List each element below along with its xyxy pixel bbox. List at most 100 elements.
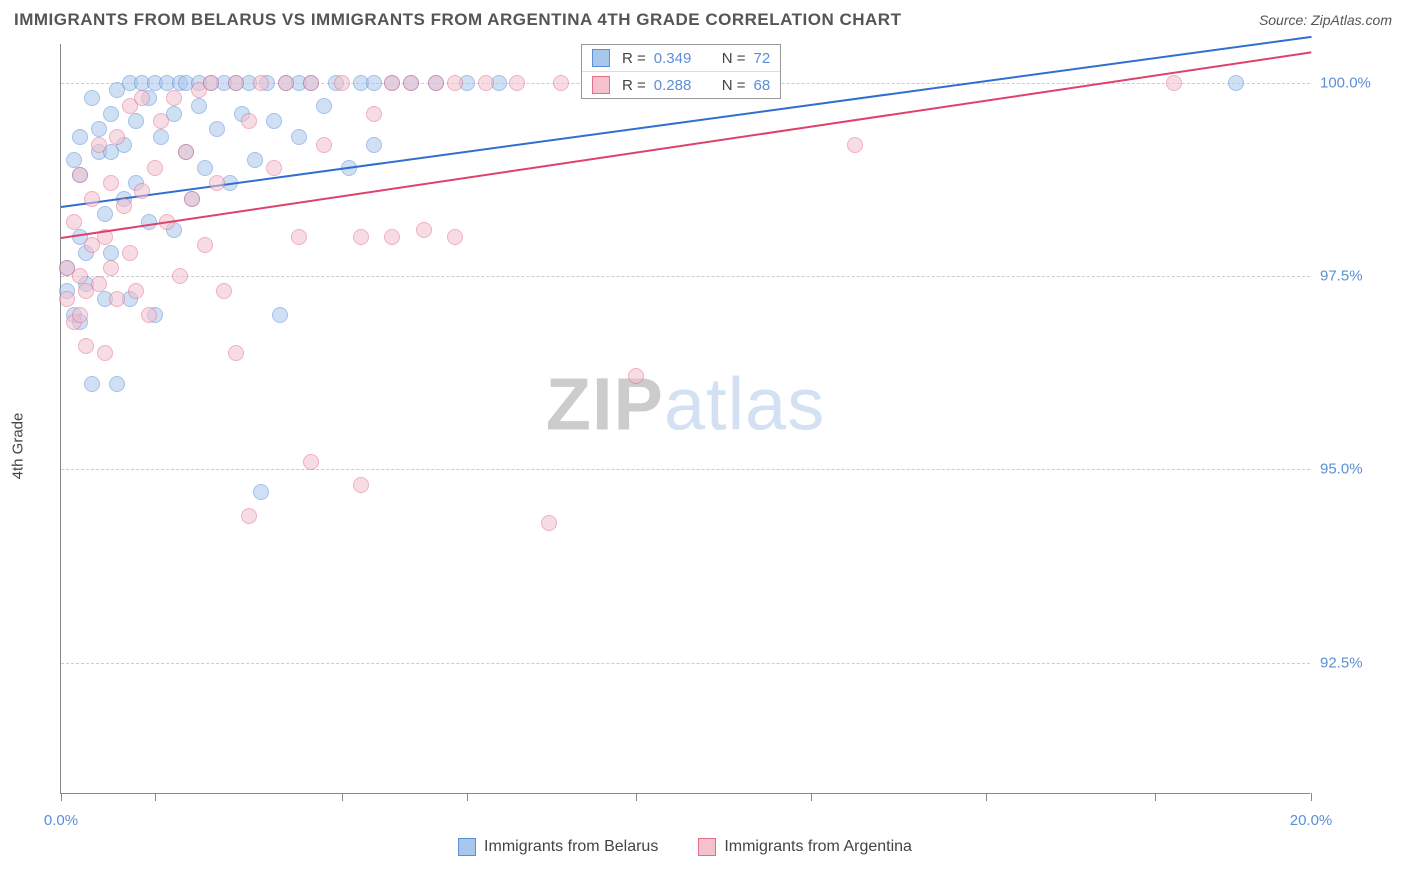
data-point	[197, 237, 213, 253]
data-point	[97, 345, 113, 361]
chart-title: IMMIGRANTS FROM BELARUS VS IMMIGRANTS FR…	[14, 10, 901, 30]
data-point	[334, 75, 350, 91]
data-point	[209, 121, 225, 137]
data-point	[153, 113, 169, 129]
data-point	[403, 75, 419, 91]
data-point	[66, 214, 82, 230]
data-point	[209, 175, 225, 191]
data-point	[291, 129, 307, 145]
data-point	[197, 160, 213, 176]
r-value: 0.288	[654, 77, 704, 94]
source-label: Source:	[1259, 12, 1307, 28]
x-tick	[811, 793, 812, 801]
data-point	[447, 75, 463, 91]
x-tick	[1155, 793, 1156, 801]
data-point	[103, 175, 119, 191]
data-point	[103, 245, 119, 261]
data-point	[103, 260, 119, 276]
y-tick-label: 92.5%	[1320, 654, 1400, 671]
data-point	[303, 454, 319, 470]
data-point	[141, 214, 157, 230]
legend-row: R =0.288N =68	[582, 72, 780, 98]
data-point	[134, 183, 150, 199]
data-point	[66, 152, 82, 168]
data-point	[84, 376, 100, 392]
data-point	[184, 191, 200, 207]
legend-label: Immigrants from Belarus	[484, 838, 658, 856]
data-point	[109, 291, 125, 307]
data-point	[128, 113, 144, 129]
source-attribution: Source: ZipAtlas.com	[1259, 12, 1392, 28]
r-value: 0.349	[654, 50, 704, 67]
data-point	[478, 75, 494, 91]
data-point	[122, 245, 138, 261]
gridline	[61, 663, 1310, 664]
data-point	[366, 137, 382, 153]
data-point	[266, 160, 282, 176]
data-point	[216, 283, 232, 299]
data-point	[109, 376, 125, 392]
data-point	[353, 477, 369, 493]
data-point	[447, 229, 463, 245]
data-point	[84, 90, 100, 106]
data-point	[247, 152, 263, 168]
data-point	[253, 484, 269, 500]
legend-row: R =0.349N =72	[582, 45, 780, 72]
correlation-legend: R =0.349N =72R =0.288N =68	[581, 44, 781, 99]
watermark-zip: ZIP	[546, 362, 664, 445]
data-point	[628, 368, 644, 384]
plot-area: ZIPatlas R =0.349N =72R =0.288N =68 92.5…	[60, 44, 1310, 794]
x-tick	[61, 793, 62, 801]
series-legend: Immigrants from Belarus Immigrants from A…	[60, 838, 1310, 856]
r-label: R =	[622, 50, 646, 67]
data-point	[103, 106, 119, 122]
data-point	[541, 515, 557, 531]
n-label: N =	[722, 77, 746, 94]
x-tick	[1311, 793, 1312, 801]
data-point	[59, 291, 75, 307]
data-point	[78, 338, 94, 354]
r-label: R =	[622, 77, 646, 94]
gridline	[61, 276, 1310, 277]
data-point	[266, 113, 282, 129]
data-point	[291, 229, 307, 245]
data-point	[97, 206, 113, 222]
data-point	[203, 75, 219, 91]
data-point	[509, 75, 525, 91]
y-tick-label: 100.0%	[1320, 74, 1400, 91]
data-point	[241, 113, 257, 129]
gridline	[61, 469, 1310, 470]
legend-swatch	[458, 838, 476, 856]
data-point	[72, 167, 88, 183]
data-point	[128, 283, 144, 299]
x-tick	[342, 793, 343, 801]
data-point	[384, 229, 400, 245]
data-point	[353, 229, 369, 245]
data-point	[416, 222, 432, 238]
data-point	[141, 307, 157, 323]
x-tick	[986, 793, 987, 801]
data-point	[72, 129, 88, 145]
data-point	[116, 198, 132, 214]
data-point	[178, 144, 194, 160]
data-point	[1228, 75, 1244, 91]
n-value: 72	[754, 50, 771, 67]
data-point	[316, 137, 332, 153]
watermark-atlas: atlas	[664, 362, 825, 445]
x-tick-label: 0.0%	[44, 812, 78, 829]
data-point	[228, 75, 244, 91]
data-point	[316, 98, 332, 114]
data-point	[428, 75, 444, 91]
legend-item: Immigrants from Argentina	[698, 838, 912, 856]
data-point	[366, 75, 382, 91]
data-point	[172, 268, 188, 284]
data-point	[147, 160, 163, 176]
legend-swatch	[592, 49, 610, 67]
data-point	[241, 508, 257, 524]
data-point	[91, 121, 107, 137]
x-tick	[467, 793, 468, 801]
data-point	[303, 75, 319, 91]
data-point	[384, 75, 400, 91]
legend-item: Immigrants from Belarus	[458, 838, 658, 856]
data-point	[91, 137, 107, 153]
